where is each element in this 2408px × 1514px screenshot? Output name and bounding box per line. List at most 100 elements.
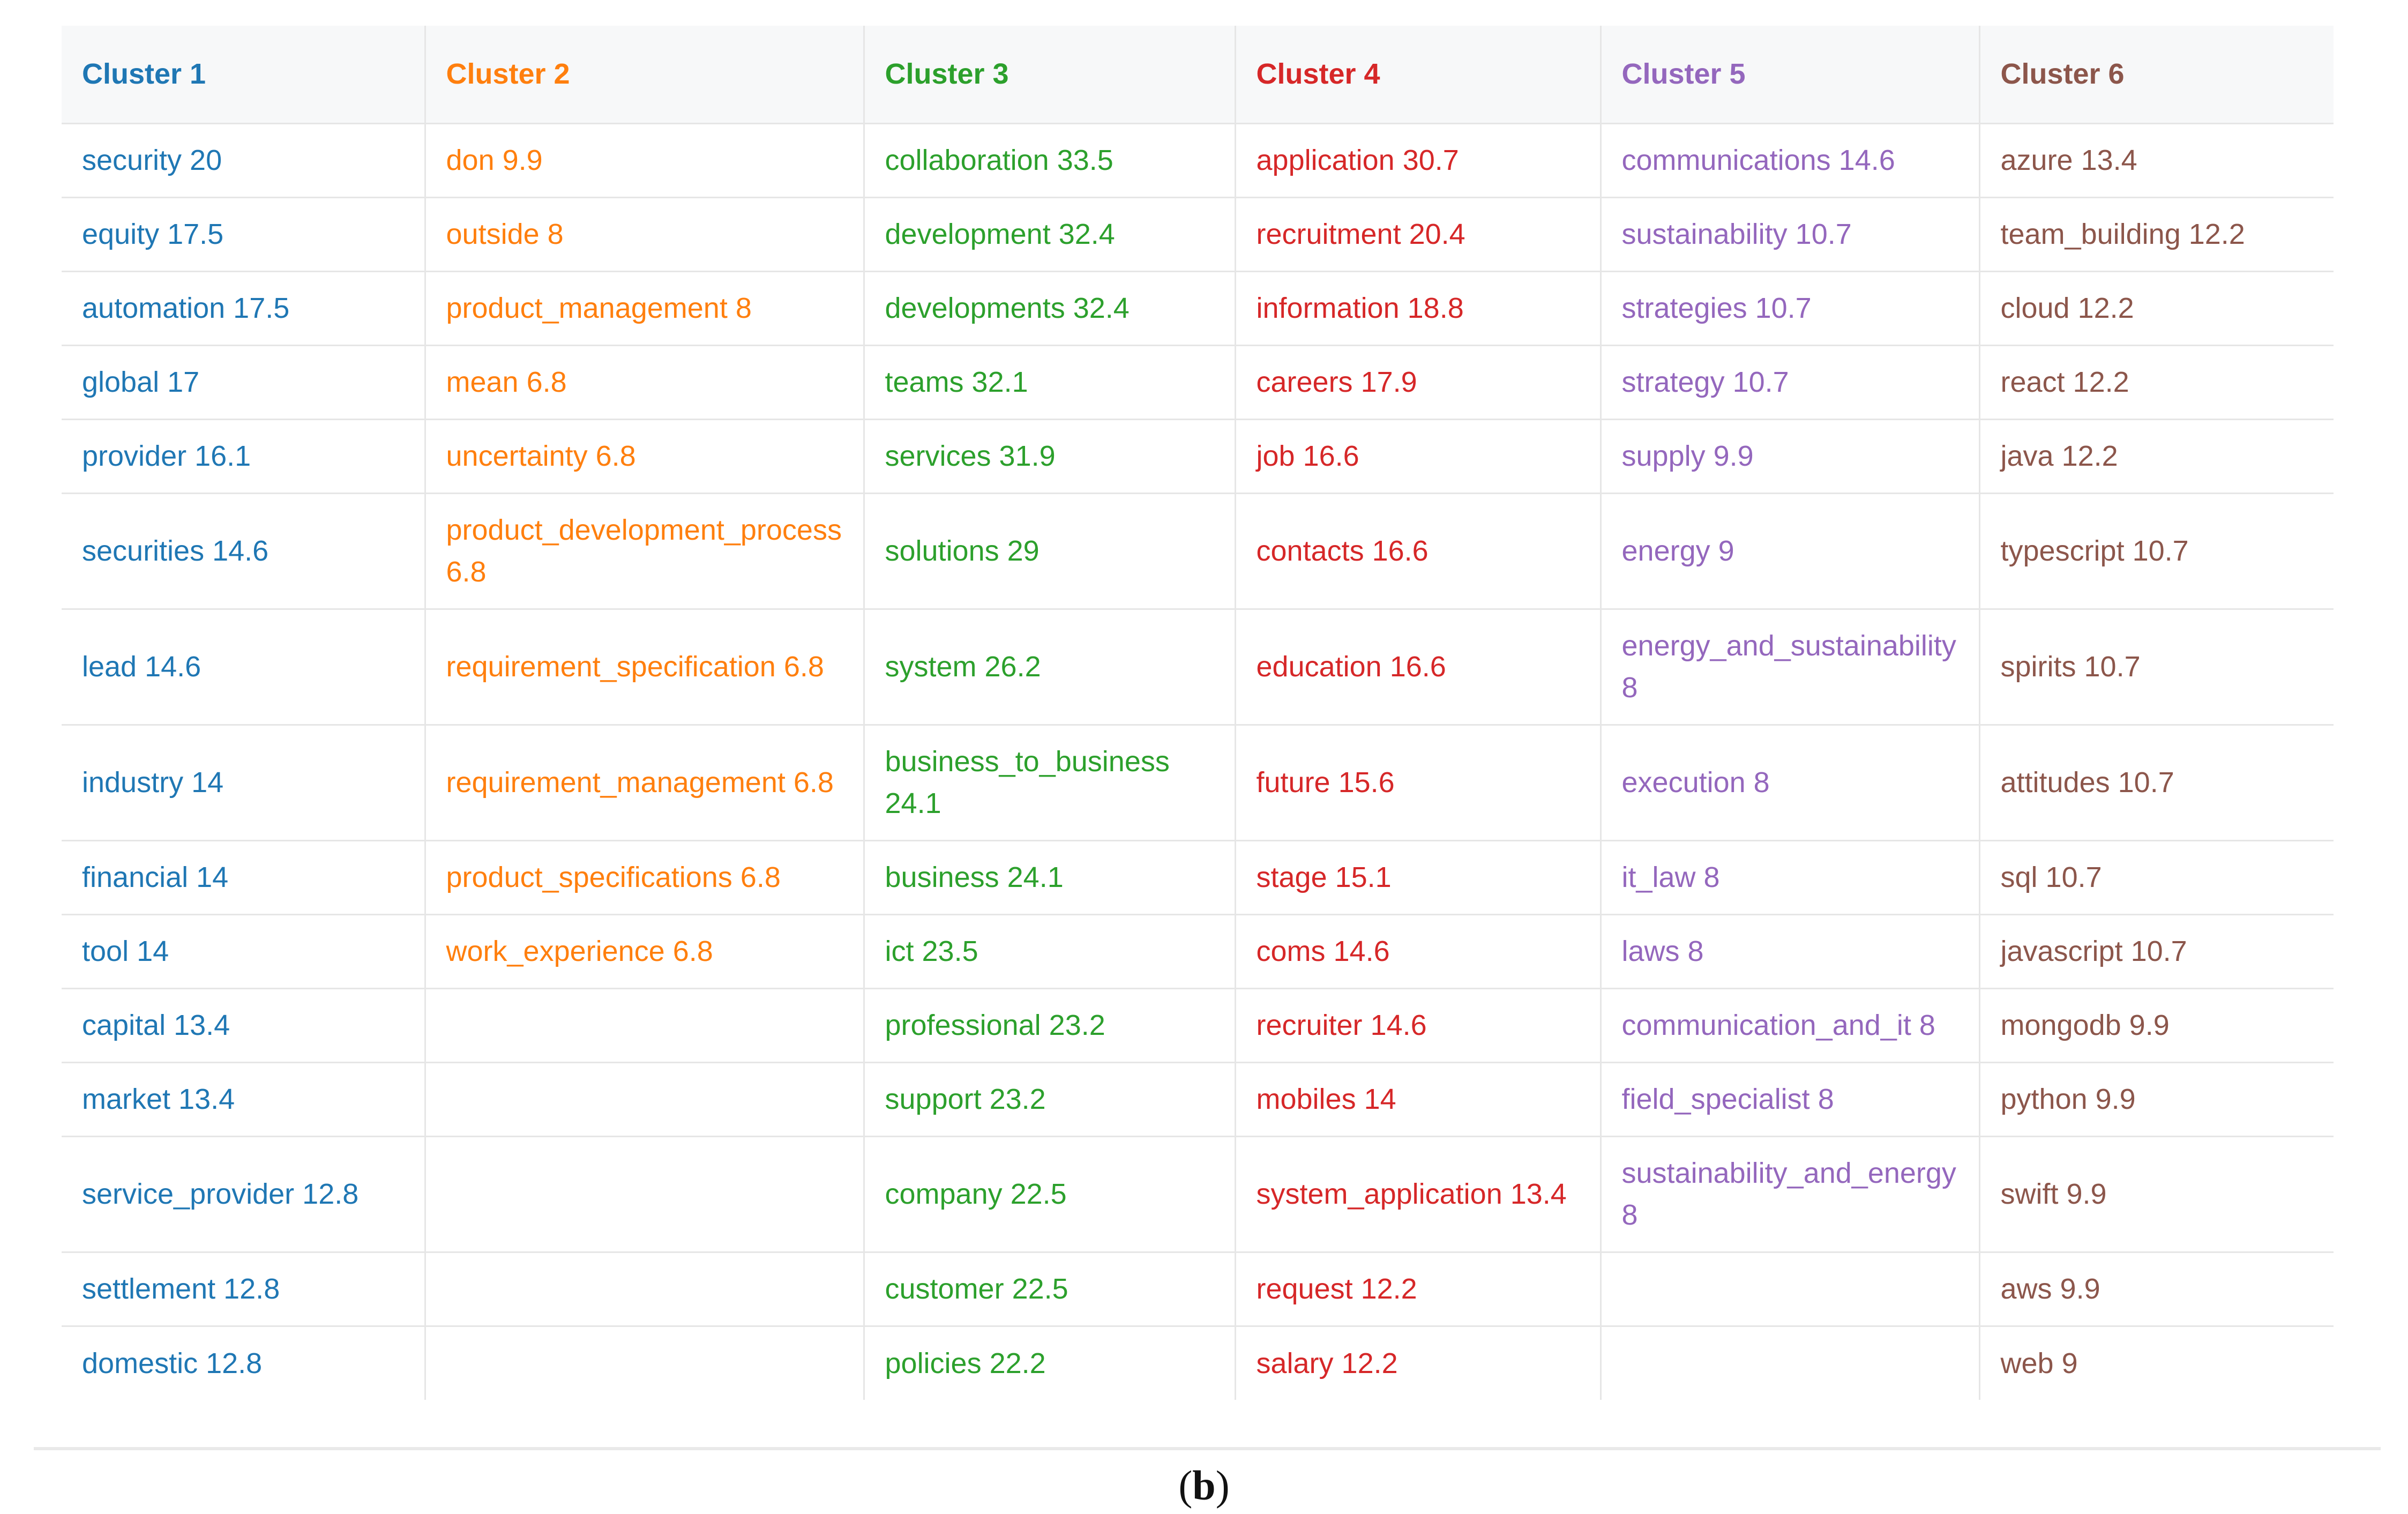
caption-open-paren: ( (1178, 1462, 1193, 1509)
cluster-6-term-cell: spirits 10.7 (1978, 609, 2334, 725)
cluster-4-term-cell: education 16.6 (1234, 609, 1601, 725)
cluster-5-term-cell: it_law 8 (1599, 840, 1979, 914)
cluster-3-term-cell: professional 23.2 (863, 988, 1235, 1062)
cluster-5-term-cell (1599, 1252, 1979, 1326)
cluster-1-term-cell: domestic 12.8 (82, 1347, 263, 1379)
cluster-1-term-cell: automation 17.5 (82, 292, 290, 324)
cluster-6-term-cell: aws 9.9 (1978, 1252, 2334, 1326)
cluster-2-term-cell (424, 988, 864, 1062)
cluster-3-term-cell: system 26.2 (863, 609, 1235, 725)
cluster-5-term-cell: execution 8 (1599, 725, 1979, 840)
cluster-5-term-cell (1599, 1326, 1979, 1400)
table-row: settlement 12.8 customer 22.5 request 12.2… (62, 1252, 2334, 1326)
cluster-3-term-cell: customer 22.5 (863, 1252, 1235, 1326)
cluster-3-term-cell: development 32.4 (863, 197, 1235, 271)
table-row: lead 14.6 requirement_specification 6.8 sy… (62, 609, 2334, 725)
cluster-3-term-cell: ict 23.5 (863, 914, 1235, 988)
cluster-2-term-cell: product_management 8 (424, 271, 864, 345)
cluster-3-term-cell: policies 22.2 (863, 1326, 1235, 1400)
cluster-1-term-cell: equity 17.5 (82, 218, 224, 250)
cluster-4-term-cell: application 30.7 (1234, 123, 1601, 197)
cluster-2-term-cell: don 9.9 (424, 123, 864, 197)
cluster-3-term-cell: business 24.1 (863, 840, 1235, 914)
cluster-4-term-cell: recruitment 20.4 (1234, 197, 1601, 271)
cluster-5-term-cell: supply 9.9 (1599, 419, 1979, 493)
cluster-2-header: Cluster 2 (424, 26, 864, 124)
cluster-1-term-cell: tool 14 (82, 935, 169, 967)
cluster-table: Cluster 1 Cluster 2 Cluster 3 Cluster 4 … (62, 26, 2334, 1400)
table-row: automation 17.5 product_management 8 devel… (62, 271, 2334, 345)
cluster-5-term-cell: sustainability 10.7 (1599, 197, 1979, 271)
cluster-3-header: Cluster 3 (863, 26, 1235, 124)
cluster-2-term-cell (424, 1136, 864, 1252)
cluster-2-term-cell: requirement_specification 6.8 (424, 609, 864, 725)
cluster-6-term-cell: python 9.9 (1978, 1062, 2334, 1136)
cluster-3-term-cell: business_to_business 24.1 (863, 725, 1235, 840)
cluster-2-term-cell: outside 8 (424, 197, 864, 271)
cluster-6-term-cell: swift 9.9 (1978, 1136, 2334, 1252)
cluster-6-term-cell: mongodb 9.9 (1978, 988, 2334, 1062)
cluster-5-term-cell: sustainability_and_energy 8 (1599, 1136, 1979, 1252)
cluster-3-term-cell: company 22.5 (863, 1136, 1235, 1252)
cluster-4-term-cell: careers 17.9 (1234, 345, 1601, 419)
cluster-5-term-cell: strategy 10.7 (1599, 345, 1979, 419)
header-row: Cluster 1 Cluster 2 Cluster 3 Cluster 4 … (62, 26, 2334, 124)
cluster-1-header: Cluster 1 (62, 26, 425, 124)
caption-letter: b (1192, 1462, 1216, 1509)
cluster-3-term-cell: teams 32.1 (863, 345, 1235, 419)
table-row: global 17 mean 6.8 teams 32.1 careers 17.9 s… (62, 345, 2334, 419)
cluster-1-term-cell: service_provider 12.8 (82, 1178, 359, 1210)
cluster-6-term-cell: cloud 12.2 (1978, 271, 2334, 345)
cluster-4-term-cell: future 15.6 (1234, 725, 1601, 840)
cluster-2-term-cell: uncertainty 6.8 (424, 419, 864, 493)
bottom-rule (34, 1447, 2381, 1450)
cluster-5-term-cell: energy_and_sustainability 8 (1599, 609, 1979, 725)
cluster-4-term-cell: salary 12.2 (1234, 1326, 1601, 1400)
table-row: provider 16.1 uncertainty 6.8 services 31.… (62, 419, 2334, 493)
cluster-4-term-cell: mobiles 14 (1234, 1062, 1601, 1136)
cluster-6-term-cell: sql 10.7 (1978, 840, 2334, 914)
cluster-4-term-cell: request 12.2 (1234, 1252, 1601, 1326)
cluster-5-term-cell: laws 8 (1599, 914, 1979, 988)
cluster-2-term-cell (424, 1326, 864, 1400)
cluster-1-term-cell: securities 14.6 (82, 535, 269, 567)
cluster-3-term-cell: developments 32.4 (863, 271, 1235, 345)
cluster-3-term-cell: solutions 29 (863, 493, 1235, 609)
cluster-2-term-cell: product_specifications 6.8 (424, 840, 864, 914)
cluster-6-header: Cluster 6 (1978, 26, 2334, 124)
cluster-6-term-cell: java 12.2 (1978, 419, 2334, 493)
cluster-4-term-cell: stage 15.1 (1234, 840, 1601, 914)
cluster-2-term-cell: requirement_management 6.8 (424, 725, 864, 840)
cluster-3-term-cell: collaboration 33.5 (863, 123, 1235, 197)
table-row: service_provider 12.8 company 22.5 system_… (62, 1136, 2334, 1252)
cluster-4-term-cell: job 16.6 (1234, 419, 1601, 493)
cluster-1-term-cell: settlement 12.8 (82, 1273, 280, 1305)
cluster-1-term-cell: market 13.4 (82, 1083, 235, 1115)
table-row: security 20 don 9.9 collaboration 33.5 appl… (62, 123, 2334, 197)
cluster-1-term-cell: financial 14 (82, 861, 229, 893)
table-body: security 20 don 9.9 collaboration 33.5 appl… (62, 123, 2334, 1400)
cluster-3-term-cell: support 23.2 (863, 1062, 1235, 1136)
cluster-4-term-cell: information 18.8 (1234, 271, 1601, 345)
table-row: equity 17.5 outside 8 development 32.4 recr… (62, 197, 2334, 271)
cluster-4-term-cell: coms 14.6 (1234, 914, 1601, 988)
cluster-2-term-cell: product_development_process 6.8 (424, 493, 864, 609)
cluster-2-term-cell: work_experience 6.8 (424, 914, 864, 988)
cluster-1-term-cell: capital 13.4 (82, 1009, 230, 1041)
cluster-5-term-cell: communication_and_it 8 (1599, 988, 1979, 1062)
cluster-1-term-cell: industry 14 (82, 766, 224, 799)
cluster-5-term-cell: energy 9 (1599, 493, 1979, 609)
figure-caption: (b) (0, 1459, 2408, 1512)
cluster-6-term-cell: web 9 (1978, 1326, 2334, 1400)
table-row: financial 14 product_specifications 6.8 bu… (62, 840, 2334, 914)
table-row: domestic 12.8 policies 22.2 salary 12.2 web… (62, 1326, 2334, 1400)
cluster-6-term-cell: javascript 10.7 (1978, 914, 2334, 988)
table-row: securities 14.6 product_development_proce… (62, 493, 2334, 609)
table-row: tool 14 work_experience 6.8 ict 23.5 coms 1… (62, 914, 2334, 988)
cluster-5-term-cell: strategies 10.7 (1599, 271, 1979, 345)
cluster-1-term-cell: global 17 (82, 366, 200, 398)
cluster-5-term-cell: field_specialist 8 (1599, 1062, 1979, 1136)
cluster-3-term-cell: services 31.9 (863, 419, 1235, 493)
cluster-6-term-cell: typescript 10.7 (1978, 493, 2334, 609)
cluster-6-term-cell: react 12.2 (1978, 345, 2334, 419)
